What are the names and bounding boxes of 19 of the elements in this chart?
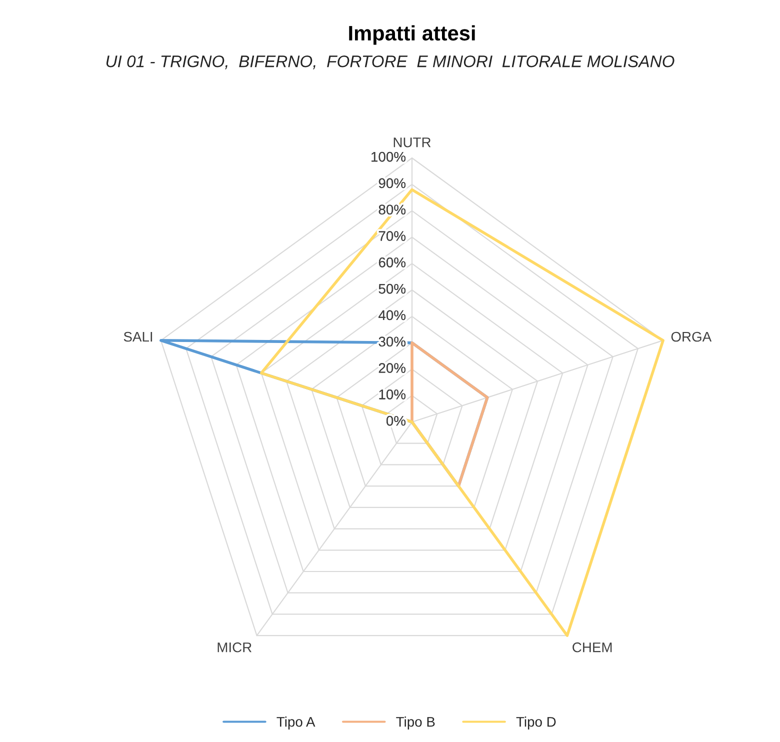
spoke-label: CHEM [572,642,612,652]
y-tick-label: 50% [378,284,406,294]
spoke-label: MICR [218,642,252,652]
legend-label: Tipo D [516,716,556,730]
y-tick-label: 10% [379,389,406,400]
y-tick-label: 40% [378,310,406,320]
spoke-label: NUTR [394,138,431,148]
chart-title: Impatti attesi [349,25,475,45]
legend-label: Tipo B [396,716,435,730]
y-tick-label: 60% [378,257,406,268]
y-tick-label: 100% [372,152,406,162]
legend-label: Tipo A [276,716,316,730]
spoke-label: SALI [124,332,152,342]
y-tick-label: 0% [386,416,406,426]
chart-subtitle: UI 01 - TRIGNO, BIFERNO, FORTORE E MINORI LITORALE MOLISANO [106,55,674,70]
y-tick-label: 20% [378,363,406,373]
y-tick-label: 70% [378,231,406,241]
spoke-label: ORGA [671,332,712,342]
y-tick-label: 90% [378,178,406,188]
